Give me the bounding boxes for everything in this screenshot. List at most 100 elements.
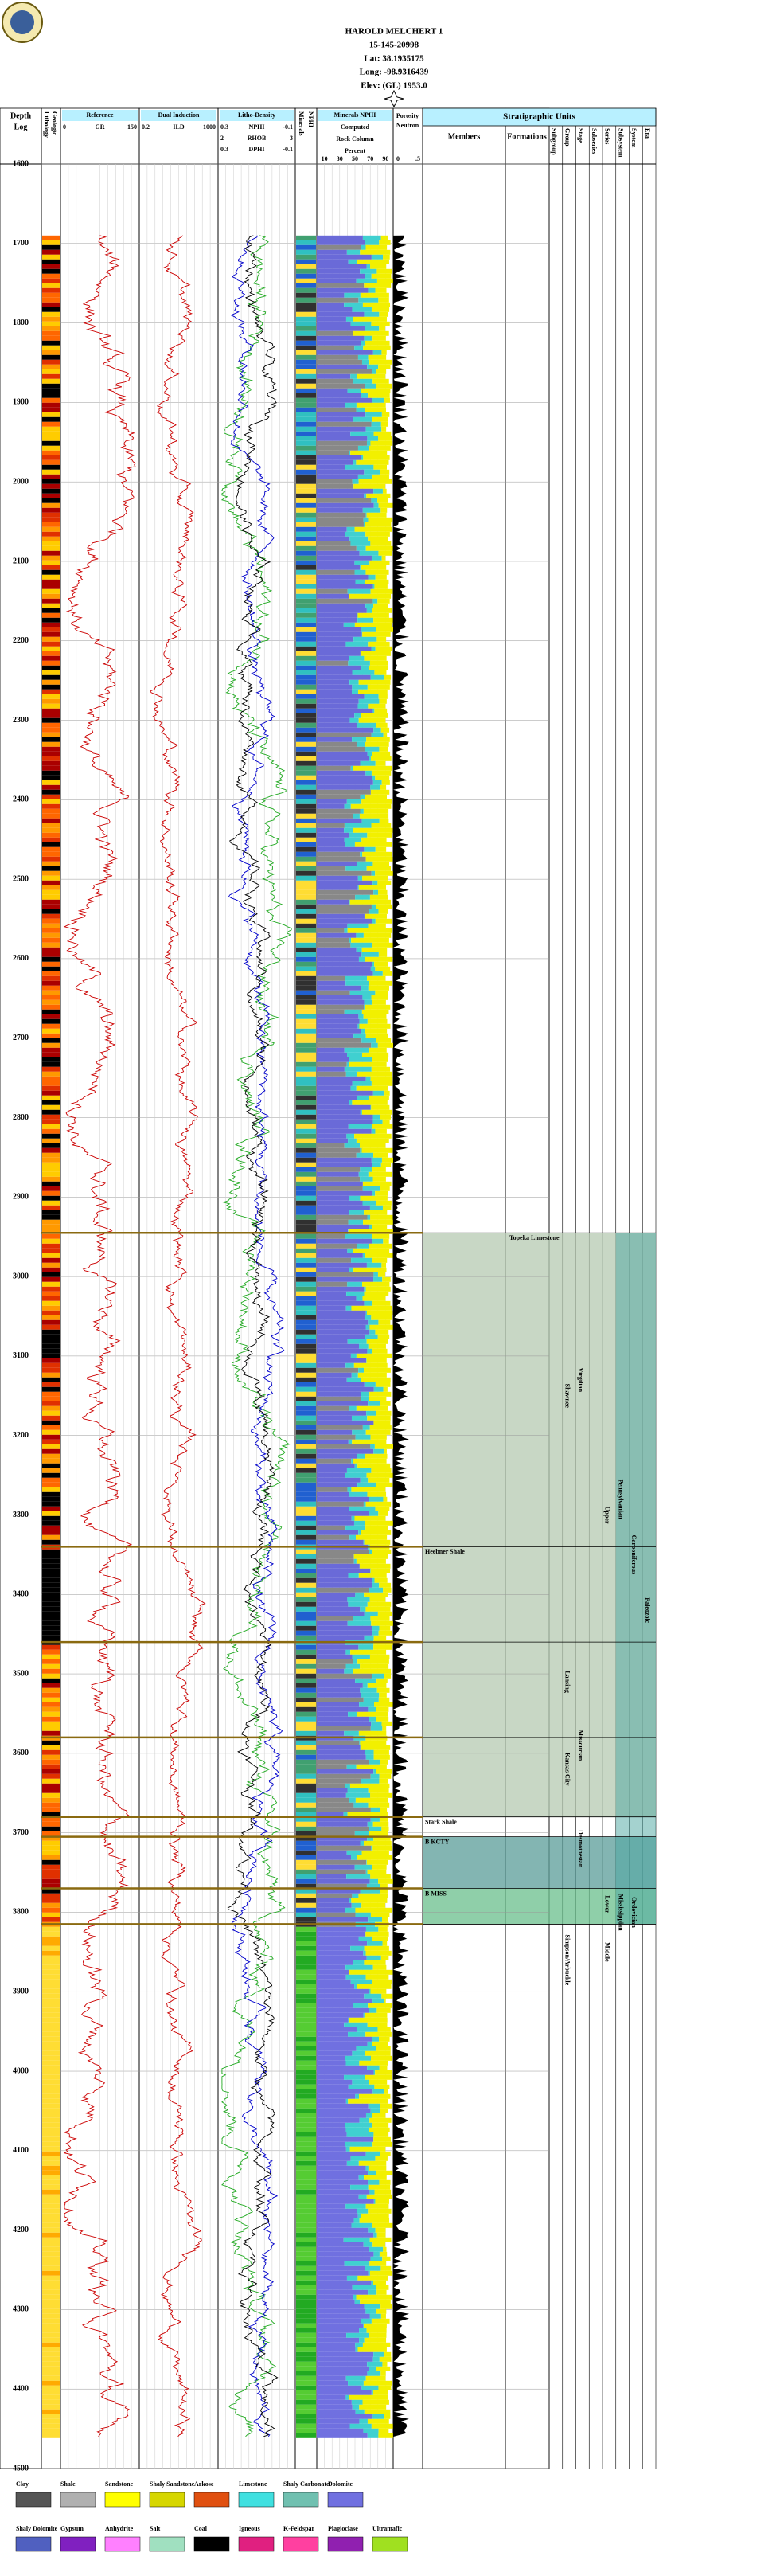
rock-lime xyxy=(343,2237,370,2242)
mineral-block xyxy=(296,1018,316,1024)
rock-sand xyxy=(378,502,393,508)
lithology-block xyxy=(42,1233,60,1239)
rock-dolomite xyxy=(317,1210,349,1215)
rock-dolomite xyxy=(317,995,363,1000)
lithology-block xyxy=(42,2414,60,2419)
mineral-block xyxy=(296,2017,316,2023)
rock-lime xyxy=(359,2328,367,2333)
lithology-block xyxy=(42,2012,60,2018)
strat-label: Lansing xyxy=(564,1671,571,1693)
rock-dolomite xyxy=(317,493,365,498)
rock-dolomite xyxy=(317,1310,366,1315)
rock-sand xyxy=(383,732,388,737)
rock-sand xyxy=(365,1028,388,1034)
rock-lime xyxy=(357,1243,369,1249)
rock-lime xyxy=(345,2122,372,2128)
rock-dolomite xyxy=(317,2184,351,2190)
mineral-block xyxy=(296,545,316,551)
rock-dolomite xyxy=(317,2079,353,2085)
rock-sand xyxy=(347,928,392,933)
lithology-block xyxy=(42,2428,60,2433)
rock-lime xyxy=(357,722,376,728)
lithology-block xyxy=(42,235,60,240)
mineral-block xyxy=(296,1931,316,1937)
rock-lime xyxy=(369,2007,377,2013)
rock-dolomite xyxy=(317,1147,361,1153)
rock-lime xyxy=(360,268,377,274)
mineral-block xyxy=(296,1334,316,1339)
rock-sand xyxy=(369,1654,390,1659)
mineral-block xyxy=(296,283,316,288)
rock-lime xyxy=(367,2371,381,2376)
rock-sand xyxy=(380,1186,390,1191)
rock-lime xyxy=(364,1611,378,1616)
rock-sand xyxy=(373,1152,388,1158)
rock-sand xyxy=(369,1425,392,1430)
mineral-block xyxy=(296,1969,316,1975)
rock-sand xyxy=(368,1171,392,1177)
rock-lime xyxy=(349,990,376,995)
rock-lime xyxy=(365,1754,374,1760)
lithology-block xyxy=(42,641,60,647)
rock-lime xyxy=(357,861,373,866)
rock-sand xyxy=(372,1979,392,1984)
rock-sand xyxy=(370,1988,387,1994)
depth-label: 1700 xyxy=(13,239,29,248)
track-title: Dual Induction xyxy=(158,111,200,119)
formation-name: Stark Shale xyxy=(425,1819,457,1826)
rock-dolomite xyxy=(317,316,346,322)
lithology-block xyxy=(42,636,60,642)
rock-lime xyxy=(360,1606,366,1612)
rock-dolomite xyxy=(317,1826,369,1831)
rock-dolomite xyxy=(317,1329,370,1335)
mineral-block xyxy=(296,885,316,890)
rock-sand xyxy=(378,1697,390,1702)
rock-dolomite xyxy=(317,278,357,283)
rock-dolomite xyxy=(317,1554,354,1559)
rock-lime xyxy=(346,1377,361,1382)
rock-dolomite xyxy=(317,684,353,690)
lithology-block xyxy=(42,1076,60,1081)
rock-lime xyxy=(365,2265,381,2271)
rock-dolomite xyxy=(317,1138,349,1143)
lithology-block xyxy=(42,541,60,546)
rock-dolomite xyxy=(317,2371,368,2376)
lithology-block xyxy=(42,397,60,403)
rock-dolomite xyxy=(317,1778,361,1784)
lithology-block xyxy=(42,851,60,857)
rock-lime xyxy=(357,1095,369,1100)
lithology-block xyxy=(42,431,60,436)
rock-dolomite xyxy=(317,1243,357,1249)
track-title: Litho-Density xyxy=(238,111,275,119)
rock-dolomite xyxy=(317,1730,345,1736)
rock-lime xyxy=(366,1859,367,1865)
mineral-block xyxy=(296,1253,316,1258)
rock-sand xyxy=(359,2218,390,2223)
mineral-block xyxy=(296,1697,316,1702)
mineral-block xyxy=(296,1061,316,1067)
rock-lime xyxy=(365,1315,372,1320)
rock-sand xyxy=(372,2222,393,2228)
mineral-block xyxy=(296,1683,316,1688)
rock-lime xyxy=(348,259,357,264)
mineral-block xyxy=(296,956,316,962)
mineral-block xyxy=(296,727,316,733)
rock-lime xyxy=(370,1444,375,1449)
rock-dolomite xyxy=(317,1692,361,1698)
mineral-block xyxy=(296,1004,316,1010)
rock-lime xyxy=(351,1902,362,1908)
rock-sand xyxy=(361,799,392,804)
rock-lime xyxy=(364,1286,366,1292)
lithology-block xyxy=(42,1487,60,1492)
rock-sand xyxy=(371,2423,393,2429)
rock-sand xyxy=(366,2194,392,2199)
rock-lime xyxy=(358,1367,364,1373)
lithology-block xyxy=(42,2074,60,2080)
rock-dolomite xyxy=(317,756,369,761)
rock-dolomite xyxy=(317,560,355,565)
rock-dolomite xyxy=(317,2337,360,2343)
mineral-block xyxy=(296,622,316,627)
rock-lime xyxy=(372,397,384,403)
mineral-block xyxy=(296,2179,316,2185)
